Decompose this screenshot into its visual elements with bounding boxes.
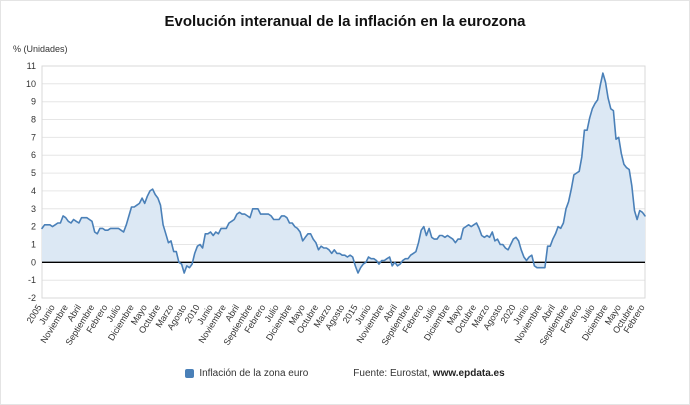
- plot-border: [41, 65, 646, 299]
- epdata-link[interactable]: www.epdata.es: [432, 368, 505, 379]
- y-tick-label: 0: [31, 257, 36, 267]
- inflation-line[interactable]: [41, 72, 646, 274]
- legend-label: Inflación de la zona euro: [199, 368, 309, 379]
- y-tick-label: 7: [31, 132, 36, 142]
- y-tick-label: 6: [31, 150, 36, 160]
- y-tick-label: 11: [27, 61, 36, 71]
- legend-color-swatch: [185, 369, 195, 378]
- y-tick-label: 5: [31, 168, 36, 178]
- inflation-area-chart[interactable]: -2-1012345678910112005JunioNoviembreAbri…: [0, 56, 690, 368]
- y-tick-label: 8: [31, 115, 36, 125]
- y-tick-label: 2: [31, 222, 36, 232]
- y-tick-label: 10: [26, 79, 36, 89]
- y-tick-label: 9: [31, 97, 36, 107]
- inflation-area: [42, 73, 645, 273]
- legend-item-eurozone-inflation[interactable]: Inflación de la zona euro: [185, 368, 308, 379]
- source-prefix: Fuente: Eurostat,: [353, 368, 433, 379]
- legend-row: Inflación de la zona euro Fuente: Eurost…: [0, 368, 690, 379]
- y-tick-label: -2: [28, 293, 36, 303]
- y-tick-label: 4: [31, 186, 36, 196]
- chart-title: Evolución interanual de la inflación en …: [164, 13, 526, 30]
- y-axis-unit-label: % (Unidades): [13, 44, 68, 54]
- source-text: Fuente: Eurostat, www.epdata.es: [353, 368, 504, 379]
- y-tick-label: 3: [31, 204, 36, 214]
- y-tick-label: -1: [28, 275, 36, 285]
- y-tick-label: 1: [31, 240, 36, 250]
